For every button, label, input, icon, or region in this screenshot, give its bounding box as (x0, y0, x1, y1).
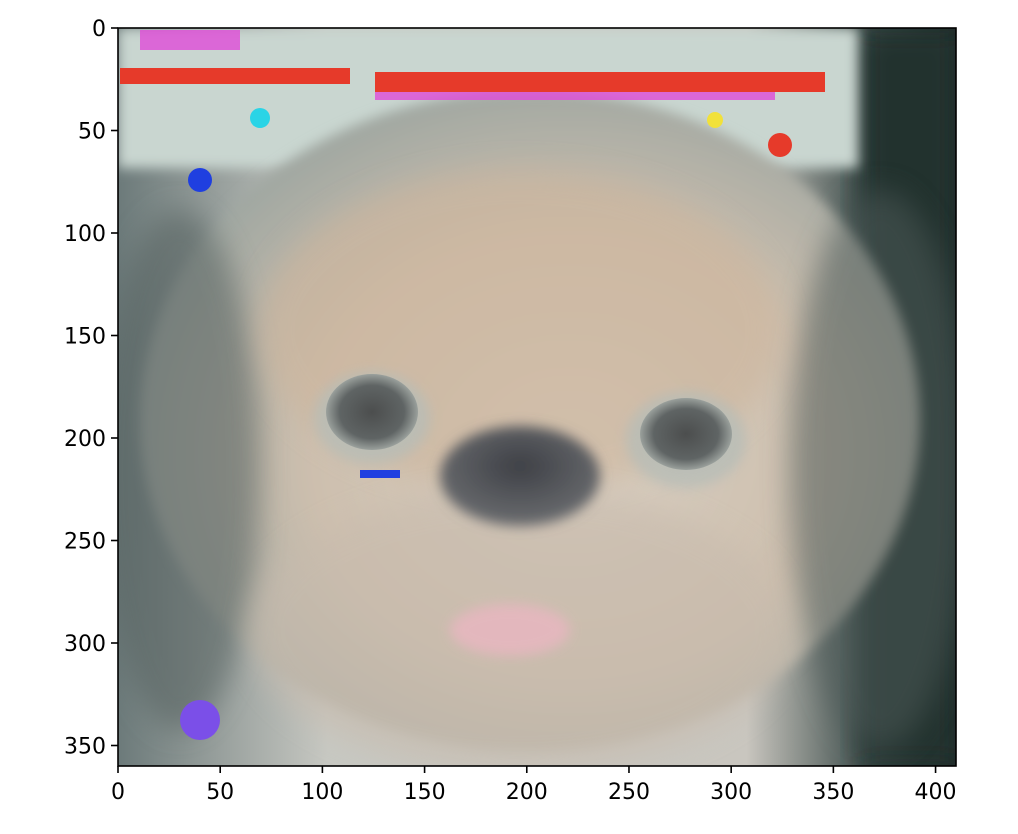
axes-frame (117, 27, 957, 767)
dog-photo (118, 28, 956, 766)
artifact-magenta-patch (140, 30, 240, 50)
artifact-cyan-dot (250, 108, 270, 128)
color-artifacts (120, 30, 825, 740)
x-tick-label: 50 (206, 780, 234, 805)
x-tick-label: 100 (301, 780, 343, 805)
tongue (450, 604, 570, 656)
artifact-blue-dot (188, 168, 212, 192)
left-eye (326, 374, 418, 450)
artifact-blue-streak (360, 470, 400, 478)
y-tick-label: 300 (64, 632, 106, 657)
artifact-yellow-dot (707, 112, 723, 128)
nose (440, 426, 600, 526)
x-tick-label: 150 (404, 780, 446, 805)
y-axis: 0 50 100 150 200 250 300 350 (64, 17, 118, 760)
artifact-red-band (375, 72, 825, 92)
x-tick-label: 350 (812, 780, 854, 805)
left-shadow (118, 210, 260, 730)
y-tick-label: 200 (64, 427, 106, 452)
y-tick-label: 250 (64, 530, 106, 555)
x-tick-label: 300 (710, 780, 752, 805)
x-tick-label: 200 (506, 780, 548, 805)
x-tick-label: 400 (915, 780, 957, 805)
y-tick-label: 50 (78, 120, 106, 145)
right-eye (640, 398, 732, 470)
artifact-magenta-band (375, 92, 775, 100)
x-tick-label: 0 (111, 780, 125, 805)
artifact-red-streak (120, 68, 350, 84)
y-tick-label: 350 (64, 735, 106, 760)
x-tick-label: 250 (608, 780, 650, 805)
x-axis: 0 50 100 150 200 250 300 350 400 (111, 766, 957, 805)
y-tick-label: 100 (64, 222, 106, 247)
y-tick-label: 150 (64, 325, 106, 350)
y-tick-label: 0 (92, 17, 106, 42)
right-shadow (790, 190, 956, 750)
artifact-red-dot (768, 133, 792, 157)
artifact-violet-dot (180, 700, 220, 740)
